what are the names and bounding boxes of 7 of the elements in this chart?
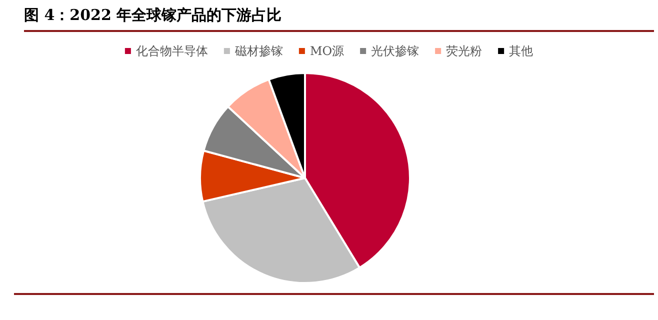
legend-label: 磁材掺镓: [234, 44, 283, 58]
chart-title: 图 4：2022 年全球镓产品的下游占比: [24, 6, 654, 32]
legend-label: 化合物半导体: [136, 44, 208, 58]
legend-label: 其他: [509, 44, 534, 58]
legend-label: 荧光粉: [446, 44, 482, 58]
legend-label: 光伏掺镓: [371, 44, 420, 58]
legend-label: MO源: [310, 44, 344, 58]
